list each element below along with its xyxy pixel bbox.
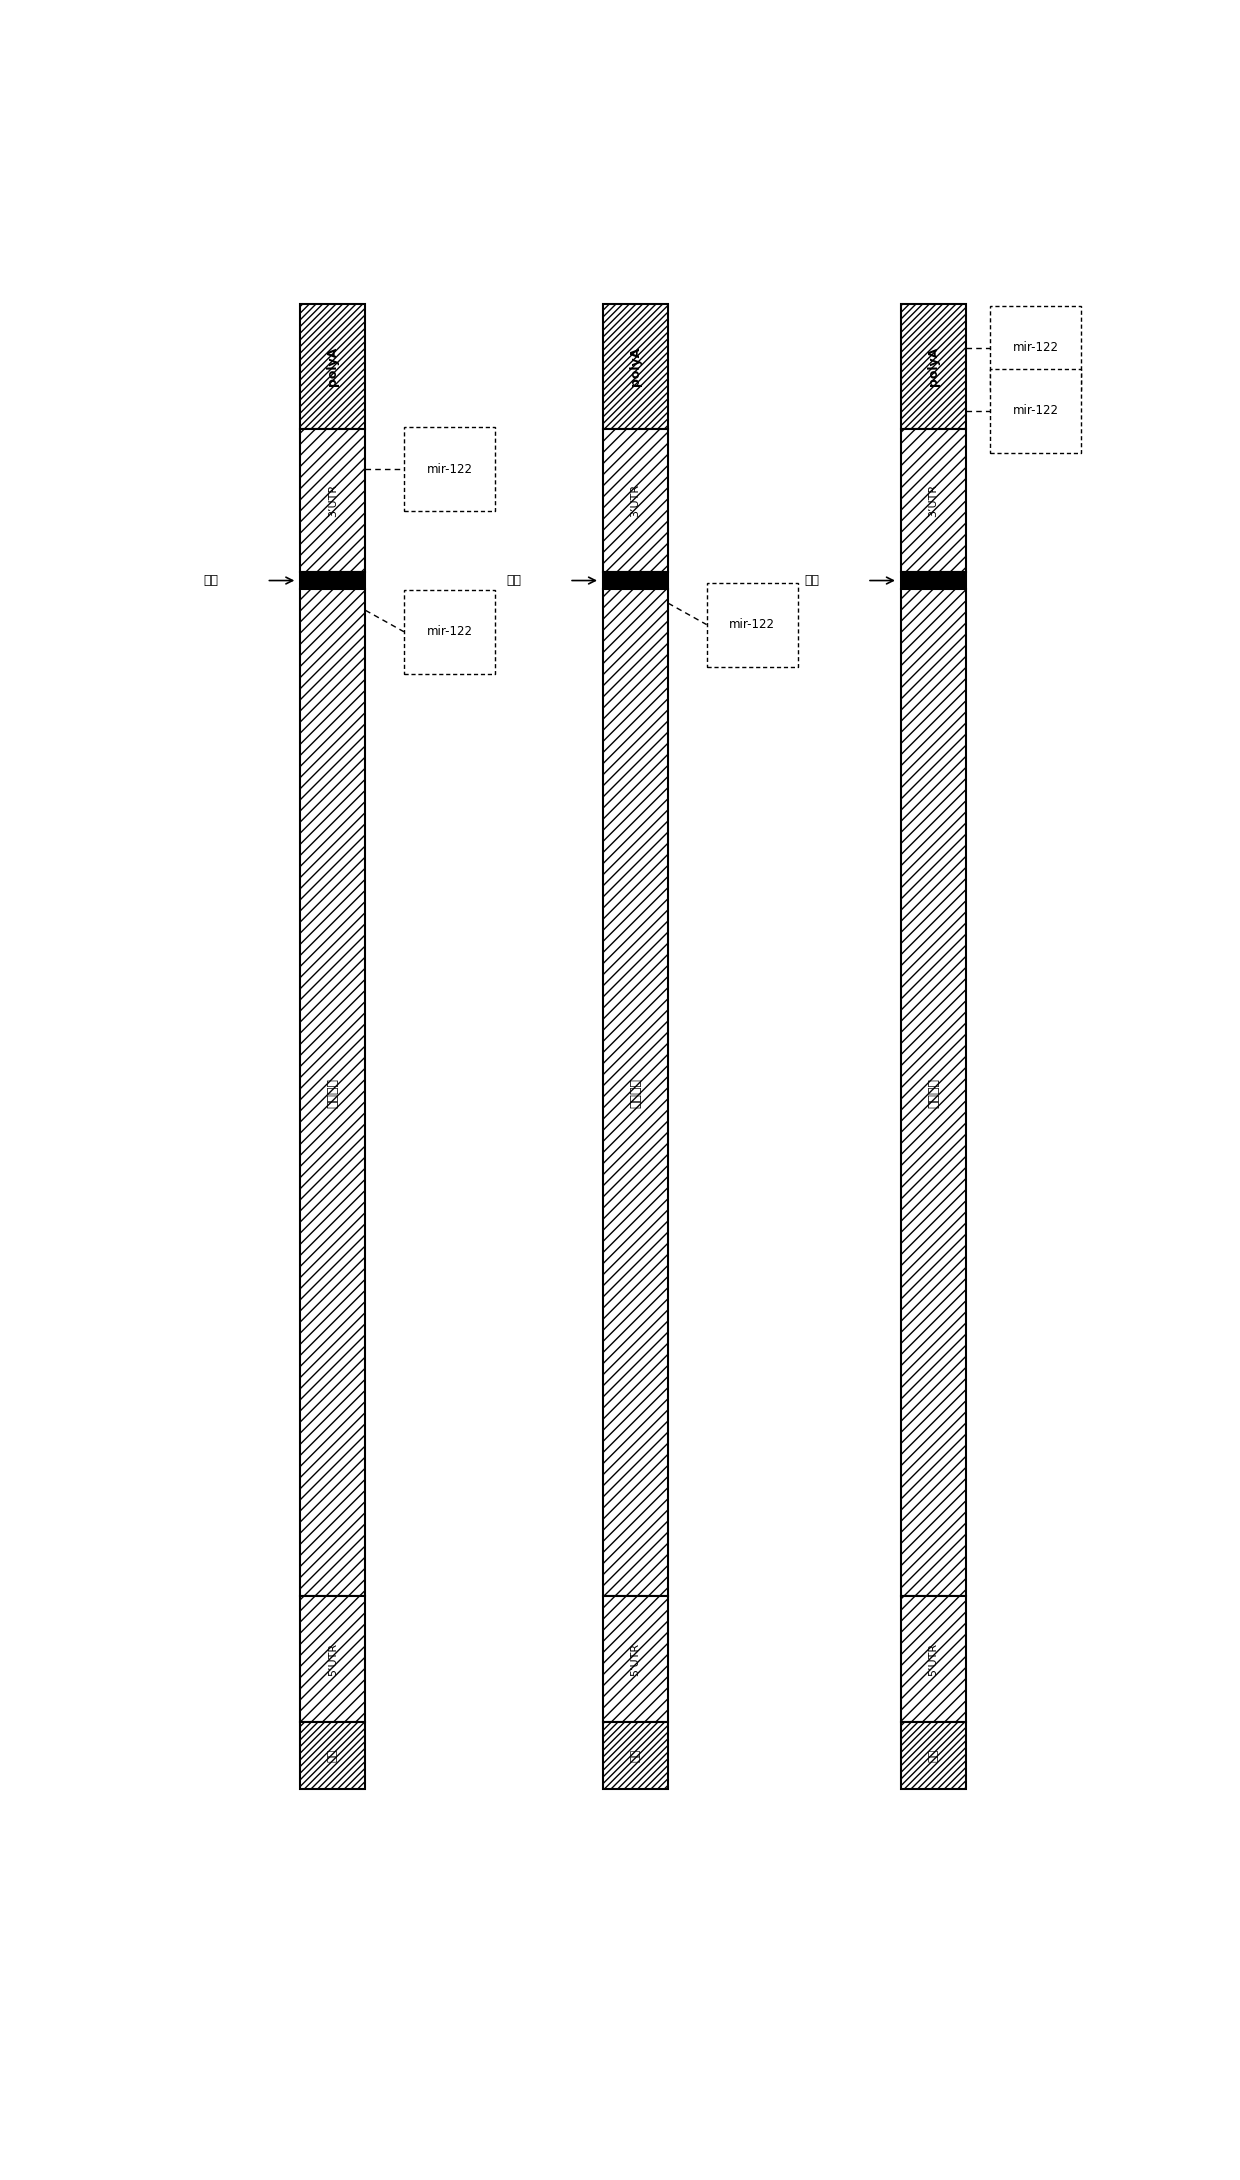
Bar [900,429,966,571]
Bar [300,571,366,589]
Bar [707,582,797,667]
Bar [404,591,495,674]
Text: 帽子: 帽子 [630,1748,641,1761]
Text: 3’UTR: 3’UTR [929,484,939,517]
Text: 编码序列: 编码序列 [629,1077,642,1107]
Bar [603,1596,668,1722]
Text: mir-122: mir-122 [729,619,775,630]
Bar [300,589,366,1596]
Bar [900,571,966,589]
Bar [300,303,366,429]
Text: 3’UTR: 3’UTR [630,484,641,517]
Text: 编码序列: 编码序列 [928,1077,940,1107]
Text: polyA: polyA [629,347,642,386]
Text: 帽子: 帽子 [929,1748,939,1761]
Text: 3’UTR: 3’UTR [327,484,337,517]
Text: 终止: 终止 [203,573,218,586]
Bar [900,1596,966,1722]
Bar [990,368,1081,453]
Text: 5’UTR: 5’UTR [630,1642,641,1676]
Text: mir-122: mir-122 [427,462,472,475]
Text: polyA: polyA [326,347,340,386]
Text: 终止: 终止 [506,573,521,586]
Bar [603,429,668,571]
Bar [300,429,366,571]
Text: polyA: polyA [928,347,940,386]
Bar [603,589,668,1596]
Text: mir-122: mir-122 [427,626,472,639]
Bar [404,427,495,512]
Text: mir-122: mir-122 [1013,340,1059,353]
Text: 5’UTR: 5’UTR [929,1642,939,1676]
Bar [300,1596,366,1722]
Bar [603,571,668,589]
Bar [603,1722,668,1790]
Text: mir-122: mir-122 [1013,403,1059,416]
Text: 终止: 终止 [804,573,820,586]
Bar [990,305,1081,390]
Bar [900,589,966,1596]
Bar [603,303,668,429]
Bar [900,303,966,429]
Bar [900,1722,966,1790]
Text: 帽子: 帽子 [327,1748,337,1761]
Text: 5’UTR: 5’UTR [327,1642,337,1676]
Text: 编码序列: 编码序列 [326,1077,340,1107]
Bar [300,1722,366,1790]
